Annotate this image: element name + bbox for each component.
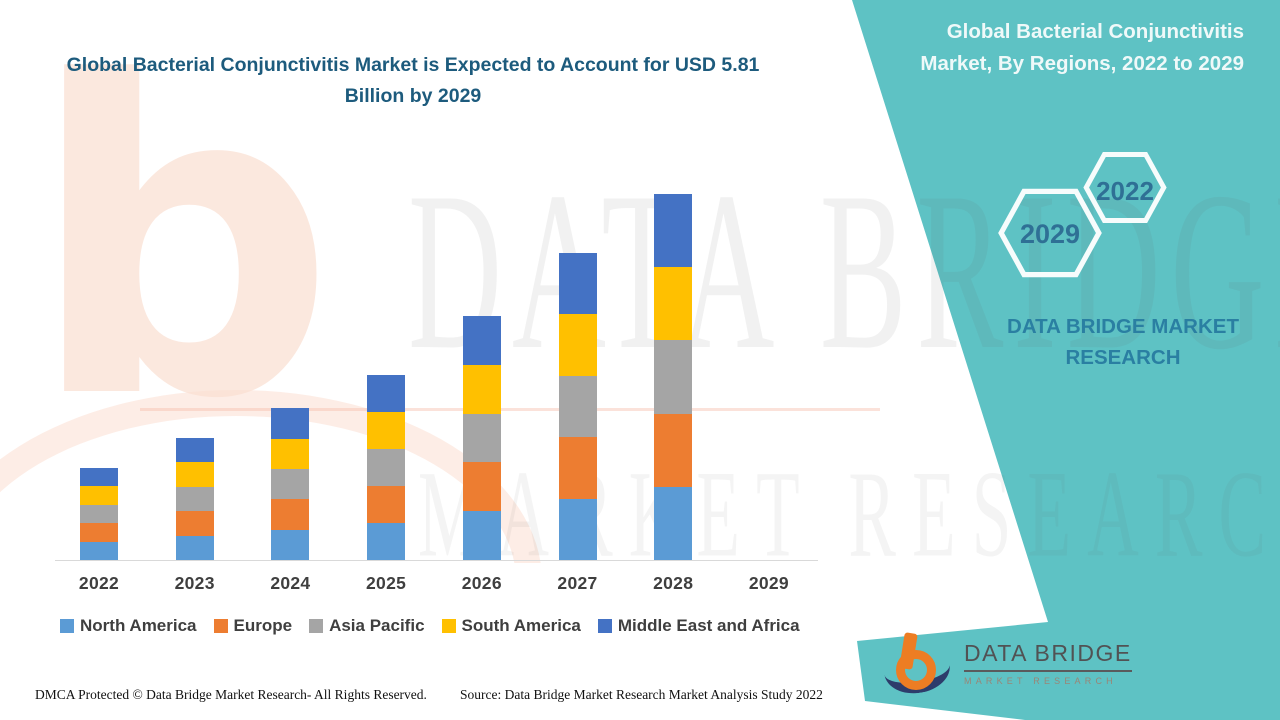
x-axis-label-2022: 2022 [78,573,120,593]
legend-item: Europe [213,616,293,636]
bar-segment [462,315,501,365]
bar-segment [654,486,693,560]
hexagon-2029-badge [998,187,1102,279]
bar-segment [462,413,501,463]
bar-segment [558,314,597,376]
source-note: Source: Data Bridge Market Research Mark… [460,687,823,702]
bar-segment [558,498,597,560]
legend-swatch-icon [60,619,74,633]
stacked-bar-2024 [271,408,310,560]
legend-swatch-icon [597,619,612,633]
x-axis-label-2023: 2023 [174,573,215,593]
bar-segment [367,375,406,412]
x-axis-label-2024: 2024 [270,573,311,593]
chart-title: Global Bacterial Conjunctivitis Market i… [66,54,760,107]
bar-segment [654,193,693,267]
legend-item: South America [441,616,581,636]
bar-segment [271,499,310,530]
bar-segment [558,252,597,315]
bar-segment [558,437,597,499]
legend-swatch-icon [213,619,228,633]
bar-segment [654,340,693,414]
x-axis-label-2025: 2025 [366,573,407,593]
bar-segment [175,437,214,463]
bar-segment [654,267,693,341]
dmca-notice: DMCA Protected © Data Bridge Market Rese… [35,687,427,702]
bar-segment [80,467,118,486]
legend-label: Middle East and Africa [617,616,800,635]
bar-segment [367,486,406,523]
brand-text: DATA BRIDGE MARKET RESEARCH [1007,315,1239,369]
stacked-bar-2025 [367,375,406,560]
stacked-bar-2022 [80,467,118,560]
bar-segment [271,408,310,439]
bar-segment [271,529,310,560]
hexagon-2022-year: 2022 [1096,176,1154,206]
stacked-bar-plot: 2022 2023 2024 2025 2026 2027 2028 2029 [55,150,818,593]
bar-segment [175,462,214,487]
legend-label: North America [80,616,197,635]
x-axis-label-2028: 2028 [653,573,694,593]
legend-item: Asia Pacific [309,616,425,636]
logo-b-bowl-icon [896,650,936,690]
bar-segment [80,541,118,560]
bar-segment [175,535,214,560]
bar-segment [175,486,214,512]
bar-segment [80,486,118,505]
x-axis-label-2026: 2026 [461,573,502,593]
stacked-bar-2028 [654,193,693,560]
legend-label: Asia Pacific [329,616,425,635]
bar-segment [367,412,406,449]
bar-segment [558,375,597,438]
logo-name: DATA BRIDGE [964,640,1132,672]
legend-item: North America [60,616,197,636]
bar-segment [271,438,310,470]
bar-segment [462,364,501,414]
bar-segment [271,469,310,500]
databridge-logo: DATA BRIDGE MARKET RESEARCH [880,630,1132,702]
bar-segment [462,462,501,512]
stacked-bar-2023 [175,437,214,560]
bar-segment [462,511,501,560]
legend-item: Middle East and Africa [597,616,800,636]
panel-title: Global Bacterial Conjunctivitis Market, … [920,20,1244,75]
bar-segment [80,504,118,523]
stacked-bar-2026 [462,315,501,560]
legend-label: South America [461,616,581,635]
bar-segment [175,511,214,536]
legend-swatch-icon [441,619,456,633]
logo-subtitle: MARKET RESEARCH [964,676,1117,686]
legend-label: Europe [233,616,293,635]
legend-swatch-icon [309,619,324,633]
chart-legend: North America Europe Asia Pacific South Ame… [60,616,800,636]
hexagon-2029-year: 2029 [1019,219,1081,249]
bar-segment [654,413,693,487]
x-axis-label-2029: 2029 [748,573,789,593]
x-axis-label-2027: 2027 [557,573,598,593]
stacked-bar-2027 [558,252,597,560]
bar-segment [80,523,118,542]
hexagon-2022-badge [1083,152,1167,223]
bar-segment [367,449,406,486]
bar-segment [367,523,406,560]
